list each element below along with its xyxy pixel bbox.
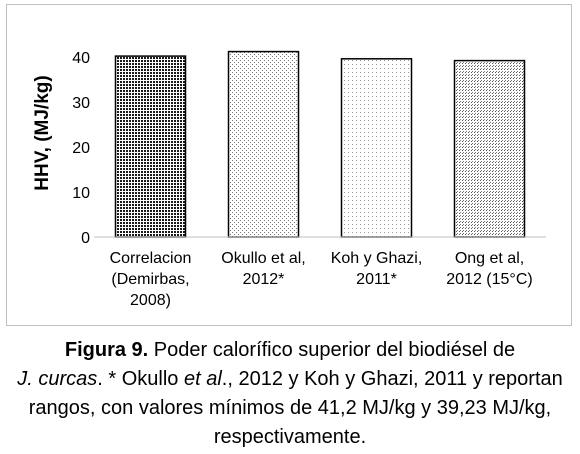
caption-text-3: ., 2012 y Koh y Ghazi, 2011 y reportan r…: [28, 368, 563, 448]
y-axis-title: HHV, (MJ/kg): [32, 75, 53, 190]
caption-text-1: Poder calorífico superior del biodiésel …: [148, 339, 516, 361]
species-name: J. curcas: [17, 368, 98, 390]
x-tick-label-line: 2011*: [356, 271, 397, 288]
figure-caption: Figura 9. Poder calorífico superior del …: [0, 336, 580, 452]
bar: [340, 58, 413, 238]
y-tick-label: 40: [72, 50, 90, 67]
bar-chart: 0 10 20 30 40 Correlacion (Demirbas, 2008) Okul…: [32, 50, 546, 309]
y-axis-ticks: 0 10 20 30 40: [72, 50, 90, 247]
figure-label: Figura 9.: [64, 339, 149, 361]
x-tick-label: Koh y Ghazi, 2011*: [331, 250, 423, 288]
bars: [114, 50, 526, 238]
y-tick-label: 20: [72, 140, 90, 157]
x-tick-label-line: 2008): [130, 292, 171, 309]
bar: [453, 59, 526, 238]
bar: [227, 50, 300, 238]
x-tick-label-line: Koh y Ghazi,: [331, 250, 423, 267]
y-tick-label: 30: [72, 95, 90, 112]
x-tick-label-line: 2012 (15°C): [446, 271, 532, 288]
y-tick-label: 10: [72, 185, 90, 202]
et-al: et al: [183, 368, 222, 390]
x-tick-label-line: Ong et al,: [455, 250, 524, 267]
x-tick-label-line: (Demirbas,: [111, 271, 189, 288]
x-tick-label-line: Correlacion: [110, 250, 192, 267]
x-axis-labels: Correlacion (Demirbas, 2008) Okullo et al, 2…: [110, 250, 533, 309]
x-tick-label: Correlacion (Demirbas, 2008): [110, 250, 192, 309]
x-tick-label: Okullo et al, 2012*: [221, 250, 305, 288]
bar: [114, 55, 187, 238]
x-tick-label-line: Okullo et al,: [221, 250, 305, 267]
x-tick-label: Ong et al, 2012 (15°C): [446, 250, 532, 288]
x-tick-label-line: 2012*: [243, 271, 285, 288]
caption-text-2: . * Okullo: [97, 368, 184, 390]
y-tick-label: 0: [81, 230, 90, 247]
